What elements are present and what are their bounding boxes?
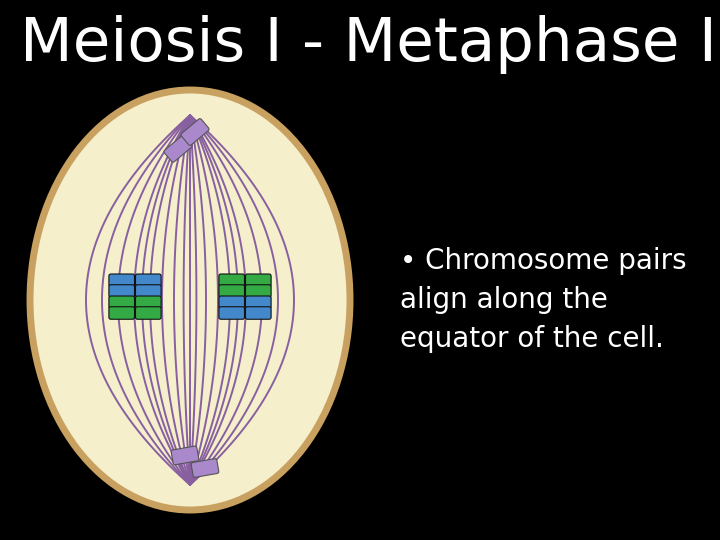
FancyBboxPatch shape — [171, 446, 199, 465]
FancyBboxPatch shape — [109, 307, 135, 319]
FancyBboxPatch shape — [219, 274, 245, 287]
FancyBboxPatch shape — [219, 296, 245, 308]
FancyBboxPatch shape — [181, 119, 209, 145]
Ellipse shape — [30, 90, 350, 510]
FancyBboxPatch shape — [246, 285, 271, 297]
FancyBboxPatch shape — [135, 274, 161, 287]
Text: Meiosis I - Metaphase I: Meiosis I - Metaphase I — [20, 15, 717, 74]
FancyBboxPatch shape — [164, 136, 192, 162]
FancyBboxPatch shape — [109, 296, 135, 308]
FancyBboxPatch shape — [192, 458, 219, 477]
FancyBboxPatch shape — [109, 285, 135, 297]
FancyBboxPatch shape — [219, 307, 245, 319]
FancyBboxPatch shape — [135, 307, 161, 319]
FancyBboxPatch shape — [246, 307, 271, 319]
FancyBboxPatch shape — [246, 274, 271, 287]
Text: • Chromosome pairs
align along the
equator of the cell.: • Chromosome pairs align along the equat… — [400, 247, 687, 353]
FancyBboxPatch shape — [135, 296, 161, 308]
FancyBboxPatch shape — [219, 285, 245, 297]
FancyBboxPatch shape — [135, 285, 161, 297]
FancyBboxPatch shape — [109, 274, 135, 287]
FancyBboxPatch shape — [246, 296, 271, 308]
